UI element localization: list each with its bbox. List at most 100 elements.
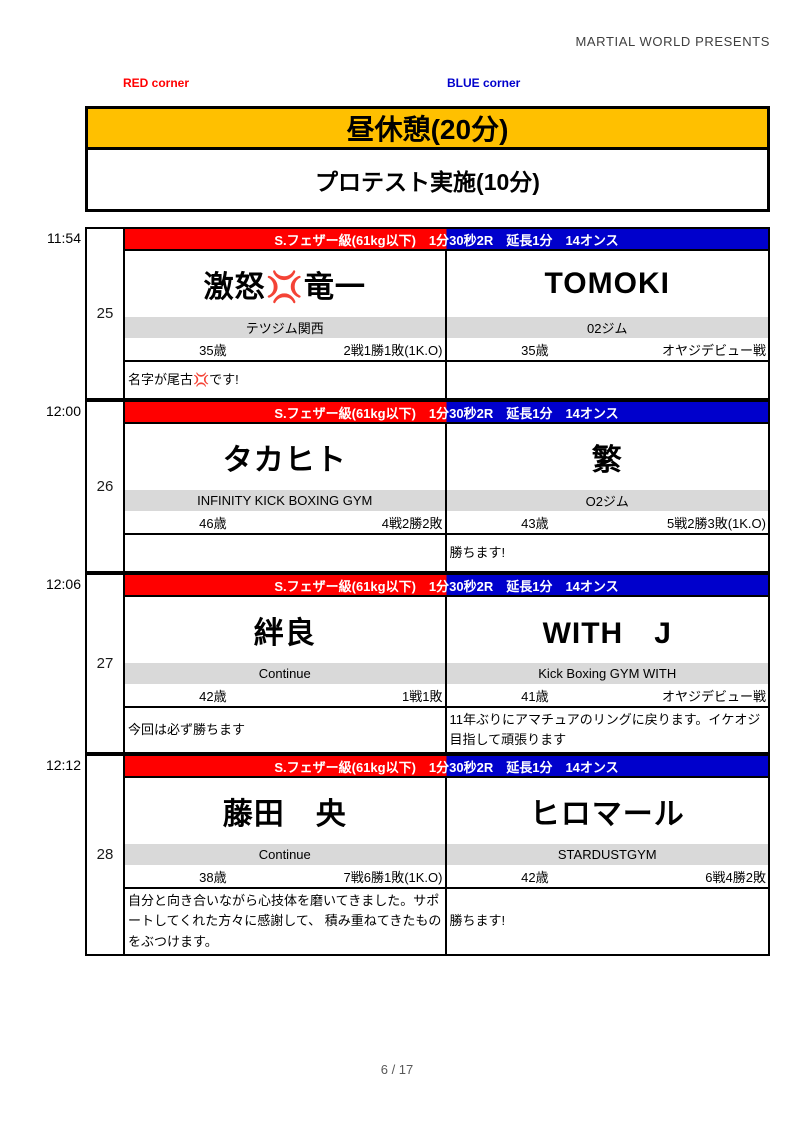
red-fighter-comment: 名字が尾古💢です! [125,362,447,398]
blue-fighter-name: ヒロマール [529,798,685,832]
break-banners: 昼休憩(20分) プロテスト実施(10分) [85,106,770,212]
red-fighter-name: タカヒト [222,444,347,477]
comment-row: 名字が尾古💢です! [125,360,768,398]
blue-fighter-comment: 11年ぶりにアマチュアのリングに戻ります。イケオジ目指して頑張ります [449,712,761,748]
fight-content: S.フェザー級(61kg以下) 1分30秒2R 延長1分 14オンス 絆良 Co… [125,575,768,753]
blue-fighter-gym: STARDUSTGYM [446,844,768,866]
fight-box: 26 S.フェザー級(61kg以下) 1分30秒2R 延長1分 14オンス タカ… [87,402,768,571]
fight-box: 28 S.フェザー級(61kg以下) 1分30秒2R 延長1分 14オンス 藤田… [87,756,769,954]
blue-fighter-record: オヤジデビュー戦 [661,688,766,704]
blue-fighter-record: 5戦2勝3敗(1K.O) [667,515,766,531]
fight-content: S.フェザー級(61kg以下) 1分30秒2R 延長1分 14オンス タカヒト … [125,402,768,571]
page-number: 6 / 17 [380,1062,414,1077]
blue-fighter-record: オヤジデビュー戦 [661,342,766,358]
division-label: S.フェザー級(61kg以下) 1分30秒2R 延長1分 14オンス [274,232,619,248]
division-label: S.フェザー級(61kg以下) 1分30秒2R 延長1分 14オンス [274,405,619,421]
division-bar: S.フェザー級(61kg以下) 1分30秒2R 延長1分 14オンス [125,402,768,424]
red-fighter-cell: 絆良 Continue 42歳 1戦1敗 [125,597,447,706]
blue-fighter-comment: 勝ちます! [449,544,506,560]
red-fighter-age: 38歳 [199,869,227,885]
red-fighter-age: 35歳 [199,342,227,358]
blue-fighter-stats: 41歳 オヤジデビュー戦 [447,684,769,706]
blue-fighter-cell: 繁 O2ジム 43歳 5戦2勝3敗(1K.O) [446,424,769,533]
blue-fighter-gym: O2ジム [446,490,768,511]
fight-number: 25 [87,229,125,398]
division-bar: S.フェザー級(61kg以下) 1分30秒2R 延長1分 14オンス [125,229,768,251]
blue-fighter-age: 43歳 [521,515,549,531]
comment-row: 今回は必ず勝ちます 11年ぶりにアマチュアのリングに戻ります。イケオジ目指して頑… [125,706,768,753]
red-fighter-cell: タカヒト INFINITY KICK BOXING GYM 46歳 4戦2勝2敗 [125,424,447,533]
red-fighter-age: 46歳 [199,515,227,531]
blue-fighter-name: TOMOKI [544,267,670,300]
red-fighter-stats: 38歳 7戦6勝1敗(1K.O) [125,865,445,887]
fight-box: 25 S.フェザー級(61kg以下) 1分30秒2R 延長1分 14オンス 激怒… [87,229,768,398]
fight-block: 12:12 28 S.フェザー級(61kg以下) 1分30秒2R 延長1分 14… [46,754,770,956]
red-fighter-comment: 今回は必ず勝ちます [125,708,447,753]
red-fighter-gym: Continue [125,844,445,866]
division-bar: S.フェザー級(61kg以下) 1分30秒2R 延長1分 14オンス [125,756,768,779]
red-fighter-cell: 藤田 央 Continue 38歳 7戦6勝1敗(1K.O) [125,778,447,888]
blue-fighter-gym: Kick Boxing GYM WITH [446,663,768,684]
fight-list: 11:54 25 S.フェザー級(61kg以下) 1分30秒2R 延長1分 14… [46,227,770,956]
fight-box: 27 S.フェザー級(61kg以下) 1分30秒2R 延長1分 14オンス 絆良… [87,575,768,753]
fight-number: 26 [87,402,125,571]
fight-block: 12:00 26 S.フェザー級(61kg以下) 1分30秒2R 延長1分 14… [46,400,770,573]
fighter-halves: タカヒト INFINITY KICK BOXING GYM 46歳 4戦2勝2敗… [125,424,768,533]
blue-fighter-age: 42歳 [521,869,549,885]
fight-time: 12:00 [45,403,81,419]
red-fighter-record: 4戦2勝2敗 [381,515,443,531]
fighter-halves: 激怒💢竜一 テツジム関西 35歳 2戦1勝1敗(1K.O) TOMOKI 02ジ… [125,251,768,360]
red-fighter-comment [125,535,447,571]
division-label: S.フェザー級(61kg以下) 1分30秒2R 延長1分 14オンス [274,759,619,775]
fight-number: 27 [87,575,125,753]
red-fighter-stats: 42歳 1戦1敗 [125,684,445,706]
blue-fighter-stats: 42歳 6戦4勝2敗 [447,865,769,887]
blue-corner-label: BLUE corner [447,76,521,90]
blue-fighter-name: 繁 [591,444,623,477]
blue-fighter-stats: 35歳 オヤジデビュー戦 [447,338,769,360]
red-fighter-gym: テツジム関西 [125,317,445,338]
red-fighter-stats: 46歳 4戦2勝2敗 [125,511,445,533]
division-bar: S.フェザー級(61kg以下) 1分30秒2R 延長1分 14オンス [125,575,768,597]
blue-fighter-cell: WITH J Kick Boxing GYM WITH 41歳 オヤジデビュー戦 [446,597,769,706]
blue-fighter-stats: 43歳 5戦2勝3敗(1K.O) [447,511,769,533]
blue-fighter-comment: 勝ちます! [449,913,506,929]
fight-number: 28 [87,756,125,954]
red-fighter-name: 絆良 [253,617,316,650]
fight-content: S.フェザー級(61kg以下) 1分30秒2R 延長1分 14オンス 藤田 央 … [125,756,769,954]
fight-content: S.フェザー級(61kg以下) 1分30秒2R 延長1分 14オンス 激怒💢竜一… [125,229,768,398]
fight-block: 11:54 25 S.フェザー級(61kg以下) 1分30秒2R 延長1分 14… [47,227,770,400]
pro-test-banner: プロテスト実施(10分) [88,150,767,209]
red-fighter-record: 2戦1勝1敗(1K.O) [343,342,443,358]
red-fighter-name: 激怒💢竜一 [203,271,366,304]
fight-time: 12:12 [45,757,81,774]
fighter-halves: 藤田 央 Continue 38歳 7戦6勝1敗(1K.O) ヒロマール STA… [125,778,769,888]
blue-fighter-age: 41歳 [521,688,549,704]
presents-title: MARTIAL WORLD PRESENTS [575,34,770,49]
red-fighter-age: 42歳 [199,688,227,704]
fight-block: 12:06 27 S.フェザー級(61kg以下) 1分30秒2R 延長1分 14… [46,573,770,755]
red-fighter-cell: 激怒💢竜一 テツジム関西 35歳 2戦1勝1敗(1K.O) [125,251,447,360]
blue-fighter-name: WITH J [542,617,672,650]
red-fighter-gym: Continue [125,663,445,684]
red-fighter-gym: INFINITY KICK BOXING GYM [125,490,445,511]
red-corner-label: RED corner [123,76,190,90]
division-label: S.フェザー級(61kg以下) 1分30秒2R 延長1分 14オンス [274,578,619,594]
blue-fighter-age: 35歳 [521,342,549,358]
fight-time: 11:54 [47,230,81,246]
comment-row: 自分と向き合いながら心技体を磨いてきました。サポートしてくれた方々に感謝して、 … [125,887,768,954]
fight-time: 12:06 [45,576,81,592]
red-fighter-stats: 35歳 2戦1勝1敗(1K.O) [125,338,445,360]
fighter-halves: 絆良 Continue 42歳 1戦1敗 WITH J Kick Boxing … [125,597,768,706]
red-fighter-record: 1戦1敗 [402,688,443,704]
blue-fighter-cell: TOMOKI 02ジム 35歳 オヤジデビュー戦 [446,251,769,360]
red-fighter-comment: 自分と向き合いながら心技体を磨いてきました。サポートしてくれた方々に感謝して、 … [125,889,447,954]
red-fighter-name: 藤田 央 [222,798,347,832]
blue-fighter-comment [447,362,769,398]
blue-fighter-cell: ヒロマール STARDUSTGYM 42歳 6戦4勝2敗 [446,778,769,887]
lunch-break-banner: 昼休憩(20分) [88,109,767,150]
blue-fighter-gym: 02ジム [446,317,768,338]
red-fighter-record: 7戦6勝1敗(1K.O) [343,869,443,885]
comment-row: 勝ちます! [125,533,768,571]
